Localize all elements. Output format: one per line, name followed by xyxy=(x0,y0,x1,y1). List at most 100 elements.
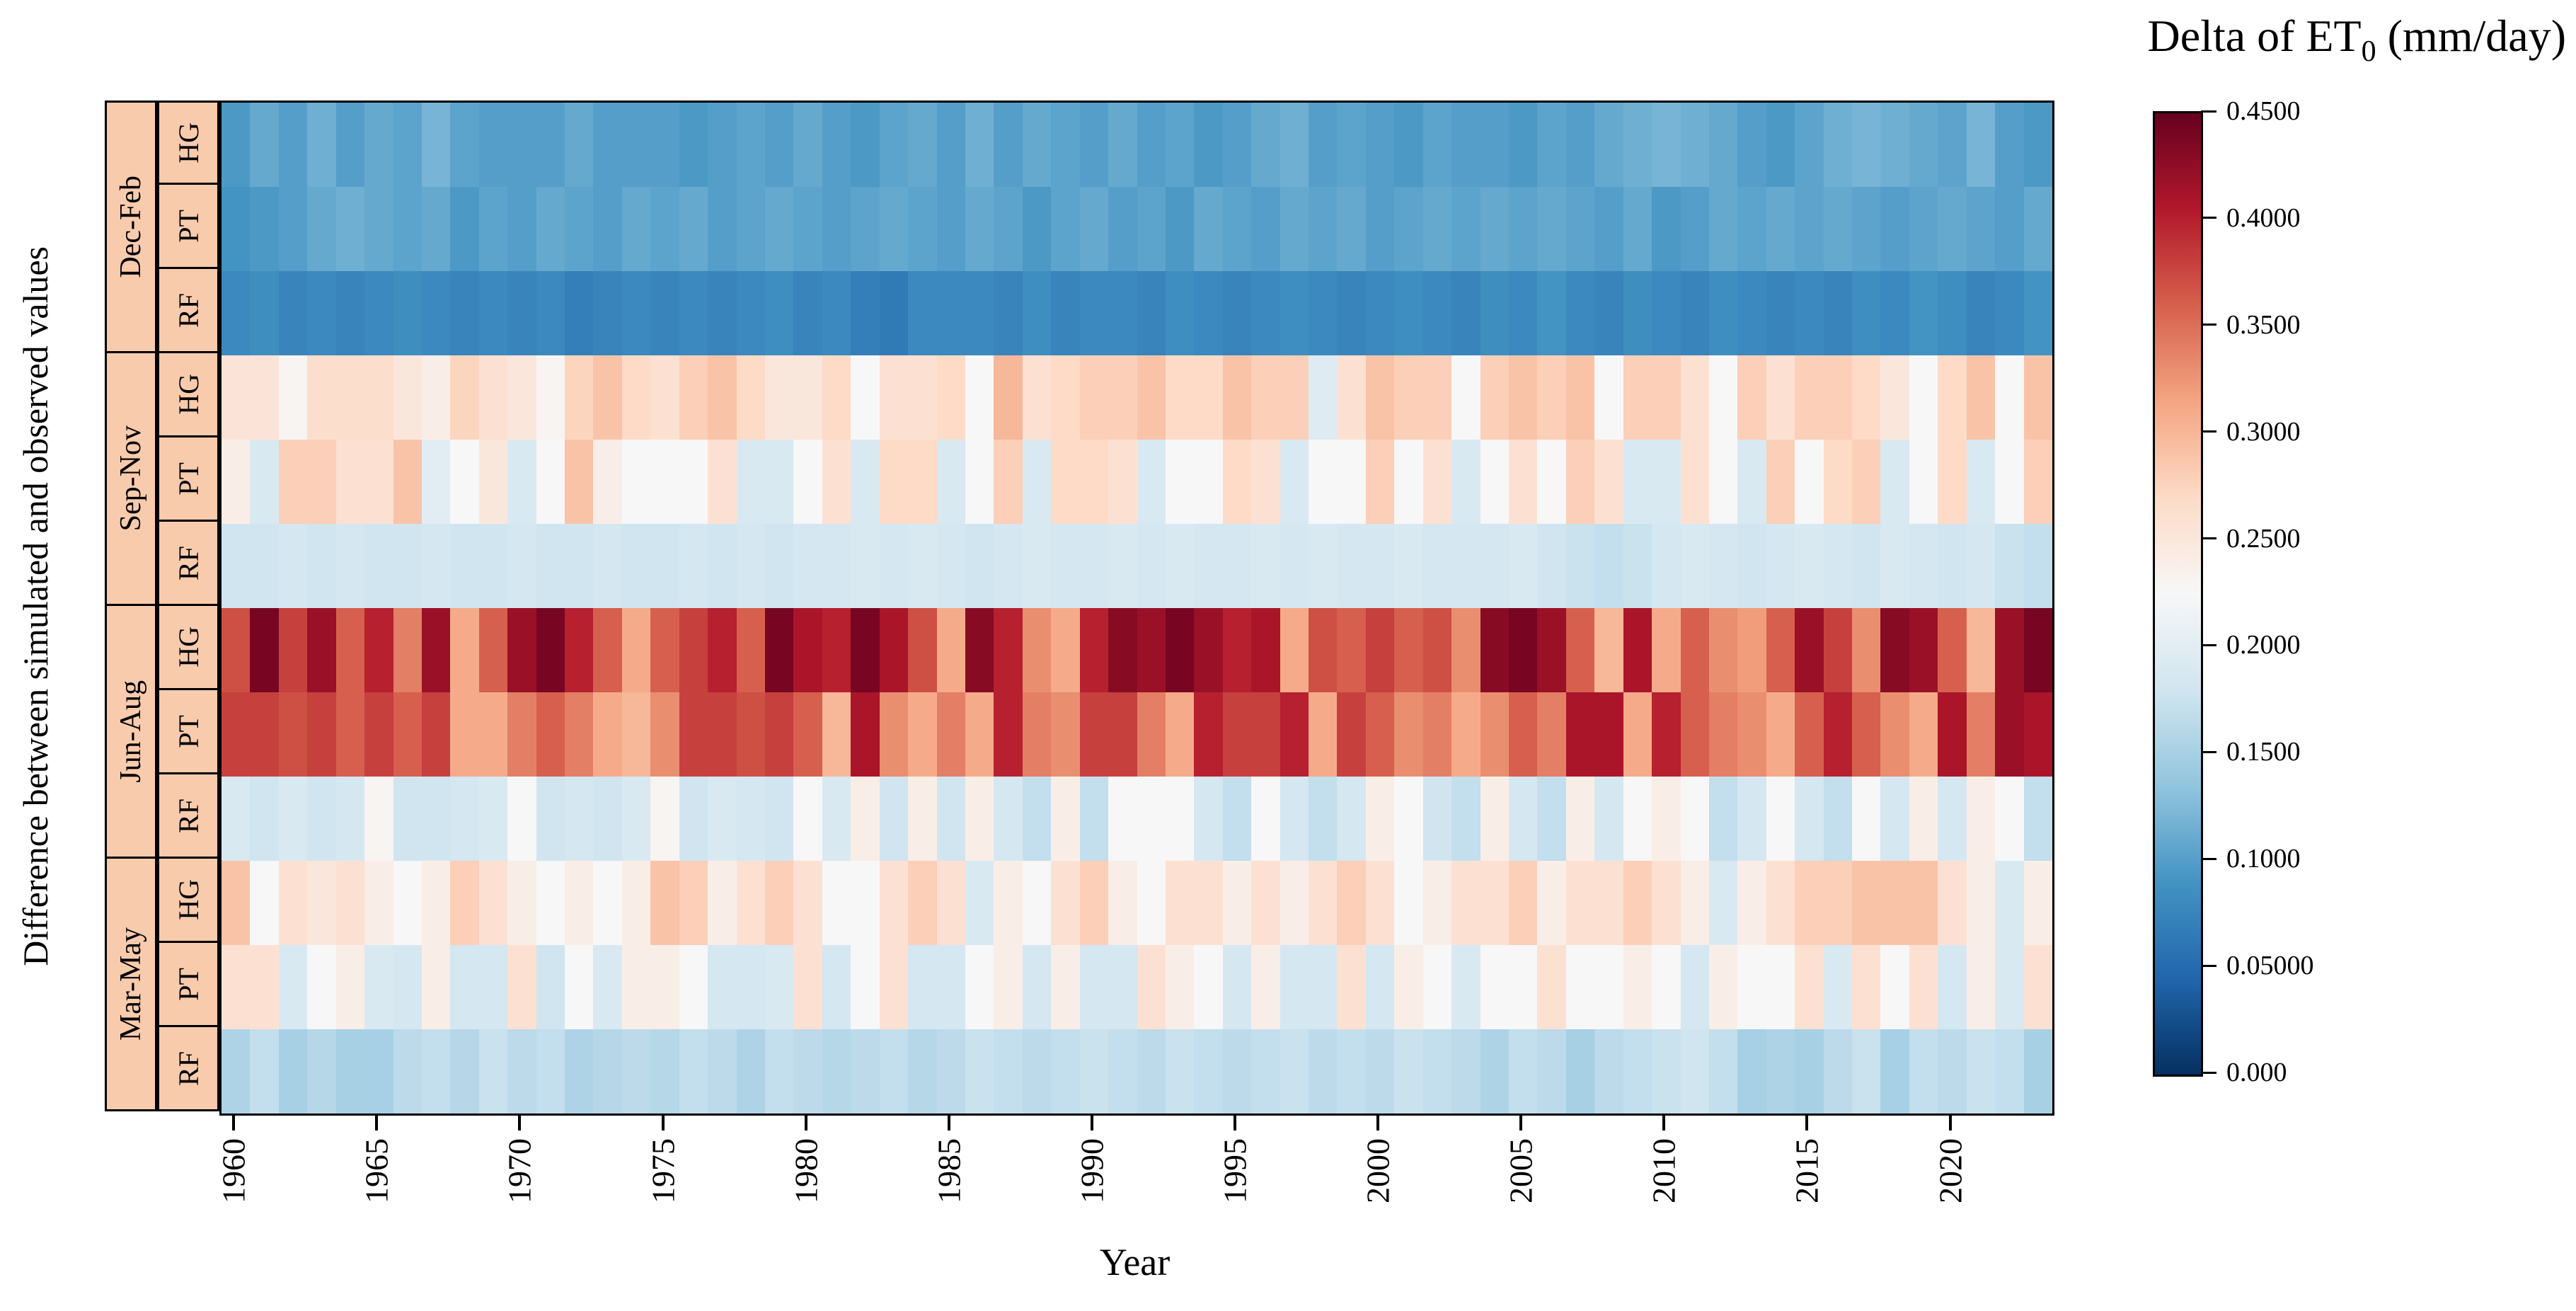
heatmap-cell xyxy=(765,861,794,945)
heatmap-cell xyxy=(1909,355,1938,440)
heatmap-cell xyxy=(1737,861,1766,945)
heatmap-cell xyxy=(793,440,822,524)
heatmap-cell xyxy=(1909,861,1938,945)
heatmap-cell xyxy=(965,1029,994,1114)
heatmap-cell xyxy=(1680,271,1709,355)
heatmap-cell xyxy=(1995,861,2024,945)
heatmap-cell xyxy=(393,777,422,861)
heatmap-cell xyxy=(1966,524,1996,608)
heatmap-cell xyxy=(736,187,766,271)
heatmap-cell xyxy=(936,692,965,777)
heatmap-cell xyxy=(507,777,536,861)
heatmap-cell xyxy=(1022,945,1052,1029)
heatmap-cell xyxy=(1079,861,1109,945)
heatmap-cell xyxy=(421,1029,451,1114)
heatmap-cell xyxy=(708,187,737,271)
heatmap-cell xyxy=(507,608,536,692)
method-label-cell-Dec-Feb-RF: RF xyxy=(157,269,219,353)
heatmap-cell xyxy=(765,1029,794,1114)
heatmap-cell xyxy=(1222,524,1252,608)
heatmap-cell xyxy=(1079,608,1109,692)
heatmap-cell xyxy=(1280,187,1309,271)
heatmap-cell xyxy=(1394,440,1423,524)
heatmap-cell xyxy=(250,692,279,777)
method-label-cell-Mar-May-RF: RF xyxy=(157,1027,219,1111)
heatmap-cell xyxy=(1537,440,1566,524)
heatmap-cell xyxy=(1165,440,1195,524)
heatmap-cell xyxy=(1966,861,1996,945)
heatmap-cell xyxy=(936,440,965,524)
heatmap-cell xyxy=(1508,103,1538,187)
heatmap-cell xyxy=(1708,945,1738,1029)
heatmap-cell xyxy=(278,355,308,440)
heatmap-cell xyxy=(565,355,594,440)
heatmap-cell xyxy=(1594,187,1623,271)
heatmap-cell xyxy=(450,777,479,861)
x-tick-2010 xyxy=(1662,1114,1666,1130)
heatmap-cell xyxy=(421,187,451,271)
heatmap-cell xyxy=(222,524,251,608)
heatmap-cell xyxy=(908,1029,937,1114)
heatmap-cell xyxy=(1337,945,1366,1029)
heatmap-cell xyxy=(1852,355,1881,440)
heatmap-cell xyxy=(478,692,508,777)
heatmap-cell xyxy=(593,777,622,861)
heatmap-cell xyxy=(736,692,766,777)
heatmap-cell xyxy=(2023,608,2052,692)
heatmap-cell xyxy=(421,271,451,355)
season-label-column: Dec-Feb Sep-Nov Jun-Aug Mar-May xyxy=(105,101,157,1111)
heatmap-cell xyxy=(1194,271,1223,355)
heatmap-cell xyxy=(1594,945,1623,1029)
colorbar-title-subscript: 0 xyxy=(2361,35,2376,68)
heatmap-cell xyxy=(1079,355,1109,440)
heatmap-cell xyxy=(536,861,565,945)
heatmap-cell xyxy=(1108,187,1137,271)
season-label-text: Jun-Aug xyxy=(115,680,147,783)
colorbar-tick-label-0.05000: 0.05000 xyxy=(2226,951,2314,981)
heatmap-cell xyxy=(335,692,365,777)
heatmap-cell xyxy=(421,608,451,692)
heatmap-cell xyxy=(307,861,336,945)
colorbar-tick-label-0.1000: 0.1000 xyxy=(2226,844,2301,874)
heatmap-cell xyxy=(1909,103,1938,187)
heatmap-cell xyxy=(1108,103,1137,187)
heatmap-cell xyxy=(1051,355,1080,440)
heatmap-cell xyxy=(965,440,994,524)
heatmap-cell xyxy=(1079,187,1109,271)
heatmap-cell xyxy=(1365,440,1395,524)
heatmap-cell xyxy=(1880,692,1909,777)
heatmap-cell xyxy=(879,1029,909,1114)
heatmap-cell xyxy=(1966,608,1996,692)
heatmap-cell xyxy=(851,187,880,271)
heatmap-cell xyxy=(1880,440,1909,524)
heatmap-cell xyxy=(1708,692,1738,777)
heatmap-cell xyxy=(765,692,794,777)
heatmap-cell xyxy=(1823,524,1853,608)
heatmap-cell xyxy=(1995,777,2024,861)
heatmap-cell xyxy=(1137,692,1166,777)
heatmap-cell xyxy=(1022,355,1052,440)
heatmap-cell xyxy=(536,271,565,355)
colorbar-tick-label-0.2000: 0.2000 xyxy=(2226,630,2301,660)
heatmap-cell xyxy=(908,187,937,271)
colorbar-title-units: (mm/day) xyxy=(2376,11,2566,61)
heatmap-cell xyxy=(1165,103,1195,187)
heatmap-cell xyxy=(1365,355,1395,440)
heatmap-cell xyxy=(1394,187,1423,271)
heatmap-cell xyxy=(1309,945,1338,1029)
heatmap-cell xyxy=(1966,355,1996,440)
heatmap-cell xyxy=(393,103,422,187)
heatmap-cell xyxy=(1680,945,1709,1029)
heatmap-cell xyxy=(1480,777,1509,861)
heatmap-cell xyxy=(708,440,737,524)
heatmap-cell xyxy=(1165,355,1195,440)
heatmap-cell xyxy=(965,187,994,271)
heatmap-cell xyxy=(222,777,251,861)
heatmap-cell xyxy=(1795,777,1824,861)
heatmap-cell xyxy=(879,692,909,777)
heatmap-cell xyxy=(1480,945,1509,1029)
heatmap-cell xyxy=(1251,355,1280,440)
heatmap-cell xyxy=(1966,1029,1996,1114)
colorbar-tick-label-0.4000: 0.4000 xyxy=(2226,202,2301,233)
heatmap-cell xyxy=(565,608,594,692)
